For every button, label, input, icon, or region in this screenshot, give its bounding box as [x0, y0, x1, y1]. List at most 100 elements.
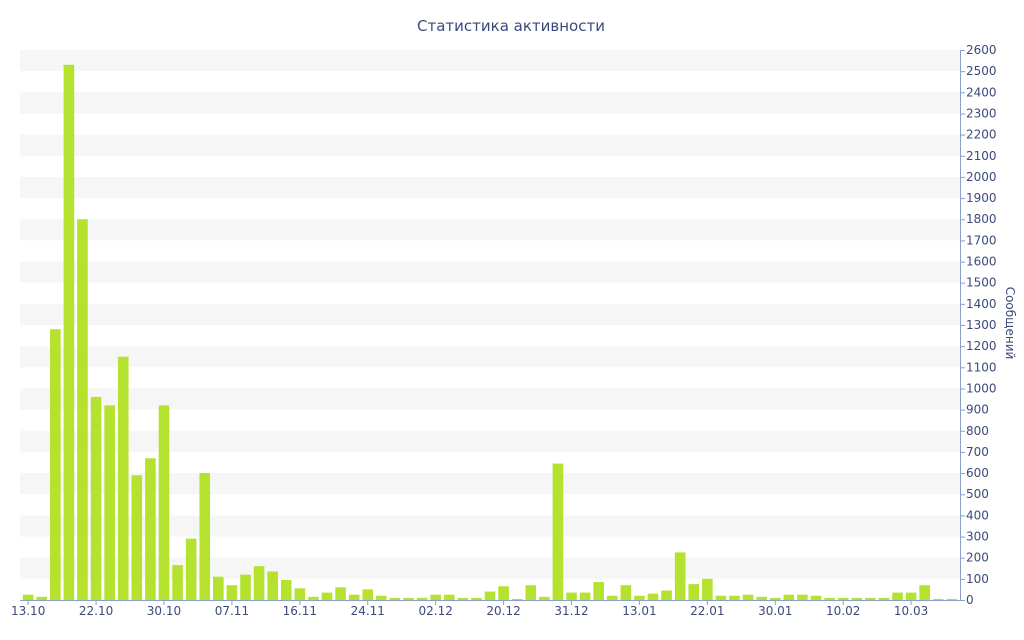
y-tick-label: 1700	[966, 233, 997, 247]
bar	[620, 585, 632, 600]
grid-bands	[20, 50, 960, 579]
bar	[77, 219, 88, 600]
bar	[566, 592, 577, 600]
bar	[702, 578, 713, 600]
grid-band	[20, 388, 960, 410]
bar	[606, 595, 618, 600]
grid-band	[20, 303, 960, 325]
y-tick-label: 2200	[966, 128, 997, 142]
grid-band	[20, 473, 960, 495]
bar	[756, 596, 767, 600]
bar	[525, 585, 537, 600]
bar	[878, 597, 890, 600]
y-axis-ticks: 0 100 200 300 400 500 600 700 800 900 1000 1100 1200…	[960, 43, 997, 607]
y-tick-label: 1200	[966, 339, 997, 353]
bar	[851, 597, 863, 600]
bar	[50, 329, 61, 600]
bar	[226, 585, 238, 600]
y-tick-label: 1900	[966, 191, 997, 205]
grid-band	[20, 261, 960, 283]
bar	[457, 597, 469, 600]
bar	[742, 594, 754, 600]
bar	[362, 589, 374, 600]
grid-band	[20, 134, 960, 156]
x-tick-label: 31.12	[554, 604, 588, 618]
y-tick-label: 600	[966, 466, 989, 480]
bar	[308, 596, 319, 600]
bar	[22, 594, 34, 600]
y-tick-label: 200	[966, 551, 989, 565]
bar	[389, 597, 401, 600]
bar	[498, 586, 509, 600]
bar	[131, 475, 143, 600]
bar	[511, 598, 523, 600]
grid-band	[20, 515, 960, 537]
bar	[715, 595, 727, 600]
grid-band	[20, 219, 960, 241]
bar	[240, 574, 251, 600]
y-tick-label: 2600	[966, 43, 997, 57]
y-tick-label: 2400	[966, 85, 997, 99]
bar	[932, 598, 944, 600]
bar	[172, 565, 183, 600]
x-tick-label: 24.11	[351, 604, 385, 618]
y-tick-label: 2100	[966, 149, 997, 163]
y-tick-label: 900	[966, 403, 989, 417]
bar	[63, 64, 75, 601]
grid-band	[20, 430, 960, 452]
bars	[22, 64, 958, 601]
x-tick-label: 20.12	[486, 604, 520, 618]
bar	[416, 597, 428, 600]
x-tick-label: 30.10	[147, 604, 181, 618]
bar	[579, 592, 591, 600]
bar	[919, 585, 930, 600]
x-tick-label: 13.10	[11, 604, 45, 618]
bar	[905, 592, 917, 600]
bar	[647, 593, 659, 600]
bar	[729, 595, 740, 600]
bar	[484, 591, 496, 600]
y-tick-label: 1000	[966, 381, 997, 395]
y-axis-label: Сообщений	[1003, 287, 1017, 360]
bar	[280, 579, 292, 600]
bar	[634, 595, 645, 600]
bar	[593, 582, 604, 600]
bar	[348, 594, 360, 600]
x-tick-label: 22.01	[690, 604, 724, 618]
y-tick-label: 2500	[966, 64, 997, 78]
y-tick-label: 1500	[966, 276, 997, 290]
y-tick-label: 1800	[966, 212, 997, 226]
bar	[117, 356, 129, 600]
grid-band	[20, 176, 960, 199]
grid-band	[20, 50, 960, 72]
y-tick-label: 2000	[966, 170, 997, 184]
bar	[376, 595, 387, 600]
x-tick-label: 07.11	[215, 604, 249, 618]
bar	[797, 594, 808, 600]
x-tick-label: 10.02	[826, 604, 860, 618]
y-tick-label: 100	[966, 572, 989, 586]
bar	[539, 596, 550, 600]
y-tick-label: 2300	[966, 106, 997, 120]
bar	[213, 576, 224, 600]
bar	[443, 594, 455, 600]
bar	[471, 597, 482, 600]
y-tick-label: 500	[966, 487, 989, 501]
bar	[783, 594, 795, 600]
bar	[321, 592, 333, 600]
bar	[430, 594, 441, 600]
bar	[837, 597, 849, 600]
bar	[253, 566, 265, 600]
bar	[769, 597, 781, 600]
y-tick-label: 700	[966, 445, 989, 459]
bar	[145, 458, 156, 600]
x-tick-label: 22.10	[79, 604, 113, 618]
y-tick-label: 1400	[966, 297, 997, 311]
x-tick-label: 02.12	[418, 604, 452, 618]
bar	[335, 587, 346, 600]
y-tick-label: 400	[966, 508, 989, 522]
y-tick-label: 1300	[966, 318, 997, 332]
bar	[674, 552, 686, 600]
bar	[36, 596, 48, 600]
chart-title: Статистика активности	[417, 17, 605, 35]
